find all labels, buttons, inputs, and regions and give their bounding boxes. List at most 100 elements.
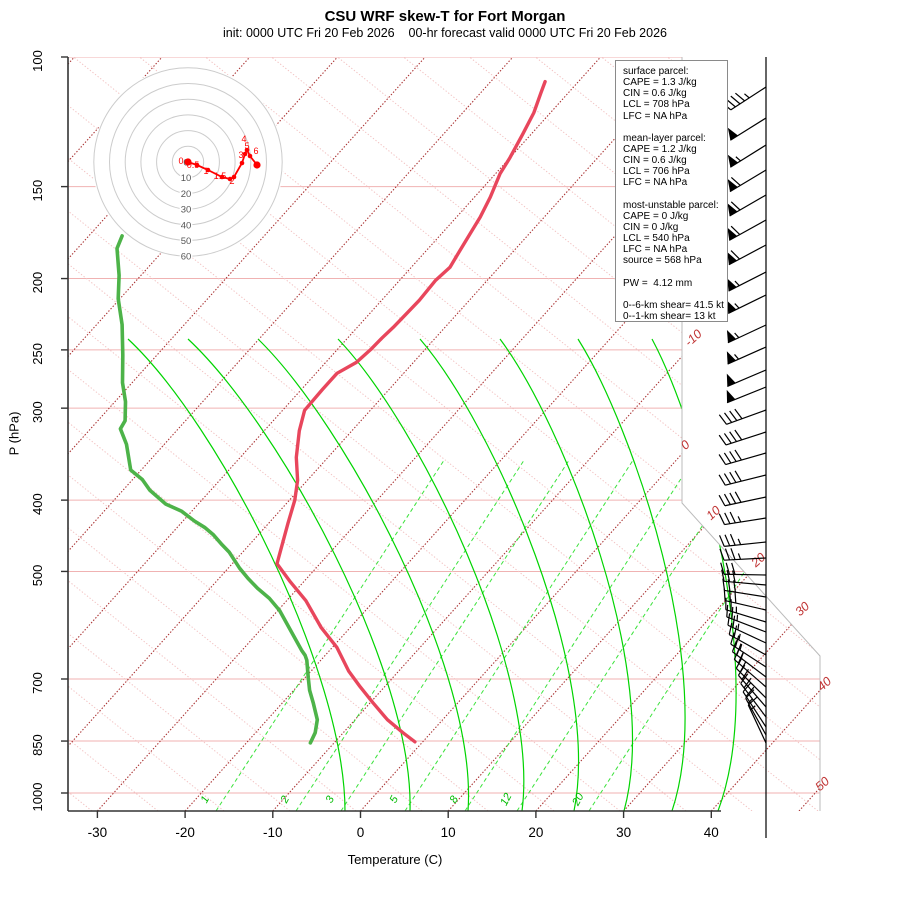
wind-barb: [718, 429, 767, 446]
wind-barb: [733, 648, 767, 688]
info-line: surface parcel:: [623, 66, 689, 77]
info-line: 0--6-km shear= 41.5 kt: [623, 299, 724, 311]
dewpoint-curve: [115, 234, 320, 745]
mixing-ratio-label: 8: [448, 793, 462, 805]
wind-barb: [718, 449, 767, 466]
y-axis-title: P (hPa): [6, 411, 22, 456]
hodograph-ring: [156, 130, 220, 194]
y-tick-label: 150: [30, 180, 45, 202]
wind-barb: [722, 578, 767, 598]
hodograph-trace-point: [253, 161, 261, 169]
hodograph-ring: [109, 83, 267, 241]
info-line: CIN = 0.6 J/kg: [623, 88, 687, 100]
wind-barb: [727, 294, 767, 314]
y-tick-label: 700: [30, 672, 45, 694]
wind-barb: [727, 613, 767, 644]
y-tick-label: 400: [30, 493, 45, 515]
isotherm-label: -10: [682, 327, 705, 350]
wind-barb: [730, 632, 767, 668]
hodograph-ring-label: 60: [181, 252, 192, 263]
wind-barb: [727, 194, 767, 217]
x-tick-label: -30: [88, 825, 108, 840]
y-tick-label: 500: [30, 565, 45, 587]
hodograph-trace-point: [194, 162, 200, 168]
mixing-ratio-label: 5: [388, 793, 402, 805]
wind-barb: [726, 369, 767, 387]
hodograph-height-label: 1: [203, 166, 208, 176]
wind-barb: [747, 696, 767, 744]
hodograph-height-label: 2: [229, 176, 234, 186]
x-tick-label: -10: [263, 825, 283, 840]
x-tick-label: 20: [528, 825, 543, 840]
y-tick-label: 100: [30, 50, 45, 72]
info-line: LFC = NA hPa: [623, 177, 688, 189]
x-tick-label: 40: [704, 825, 719, 840]
hodograph-height-label: 6: [253, 146, 258, 156]
wind-barb: [727, 117, 767, 141]
info-line: LCL = 708 hPa: [623, 99, 690, 111]
info-line: LFC = NA hPa: [623, 110, 688, 122]
info-line: CAPE = 0 J/kg: [623, 210, 689, 222]
hodograph-height-label: 4: [241, 134, 246, 144]
hodograph-trace-point: [244, 147, 250, 153]
info-line: 0--1-km shear= 13 kt: [623, 311, 716, 323]
mixing-ratio-label: 1: [199, 794, 212, 805]
hodograph-trace-point: [205, 167, 211, 173]
info-line: [623, 122, 725, 133]
hodograph-height-label: 0: [178, 156, 183, 166]
info-line: LCL = 540 hPa: [623, 233, 690, 245]
hodograph-ring-label: 20: [181, 189, 192, 200]
hodograph-height-label: 1.5: [214, 171, 227, 181]
hodograph-ring-label: 30: [181, 205, 192, 216]
chart-subtitle: init: 0000 UTC Fri 20 Feb 2026 00-hr for…: [223, 26, 667, 40]
temperature-curve: [275, 79, 547, 744]
info-line: mean-layer parcel:: [623, 132, 706, 144]
wind-barb: [718, 470, 767, 486]
wind-barb: [727, 219, 767, 241]
wind-barb: [718, 533, 767, 547]
wind-barb: [742, 682, 767, 728]
x-tick-label: -20: [175, 825, 195, 840]
mixing-ratio-label: 3: [324, 793, 338, 805]
hodograph-trace-point: [184, 158, 192, 166]
wind-barb: [726, 386, 767, 404]
wind-barb: [728, 622, 767, 656]
info-line: most-unstable parcel:: [623, 199, 719, 211]
isotherm-label: 20: [748, 550, 768, 570]
y-tick-label: 1000: [30, 783, 45, 812]
wind-barb: [726, 604, 767, 633]
hodograph-trace-point: [219, 174, 225, 180]
y-tick-label: 300: [30, 401, 45, 423]
wind-barb: [723, 588, 767, 611]
hodograph-trace-point: [239, 160, 245, 166]
hodograph-ring: [140, 114, 236, 210]
wind-barb: [718, 491, 767, 507]
x-tick-label: 30: [616, 825, 631, 840]
wind-barb: [721, 569, 767, 586]
wind-barb: [726, 346, 767, 365]
info-line: CAPE = 1.2 J/kg: [623, 143, 697, 155]
hodograph-ring-label: 10: [181, 173, 192, 184]
hodograph-ring-label: 50: [181, 236, 192, 247]
hodograph-ring-label: 40: [181, 220, 192, 231]
x-axis-title: Temperature (C): [347, 852, 443, 867]
hodograph-height-label: 3: [238, 150, 243, 160]
info-line: [623, 289, 725, 300]
info-line: CIN = 0.6 J/kg: [623, 155, 687, 167]
wind-barb: [727, 169, 767, 193]
hodograph-trace-point: [242, 151, 248, 157]
wind-barb: [740, 673, 767, 718]
hodograph-ring: [124, 98, 252, 226]
x-tick-label: 0: [357, 825, 365, 840]
info-line: PW = 4.12 mm: [623, 277, 693, 289]
wind-barb: [726, 324, 767, 344]
isotherm-label: 40: [814, 674, 834, 694]
isotherm-label: 30: [792, 599, 812, 619]
wind-barb-column: [718, 57, 767, 838]
wind-barb: [727, 271, 767, 292]
x-tick-label: 10: [441, 825, 456, 840]
isotherm-label: 10: [703, 503, 723, 523]
